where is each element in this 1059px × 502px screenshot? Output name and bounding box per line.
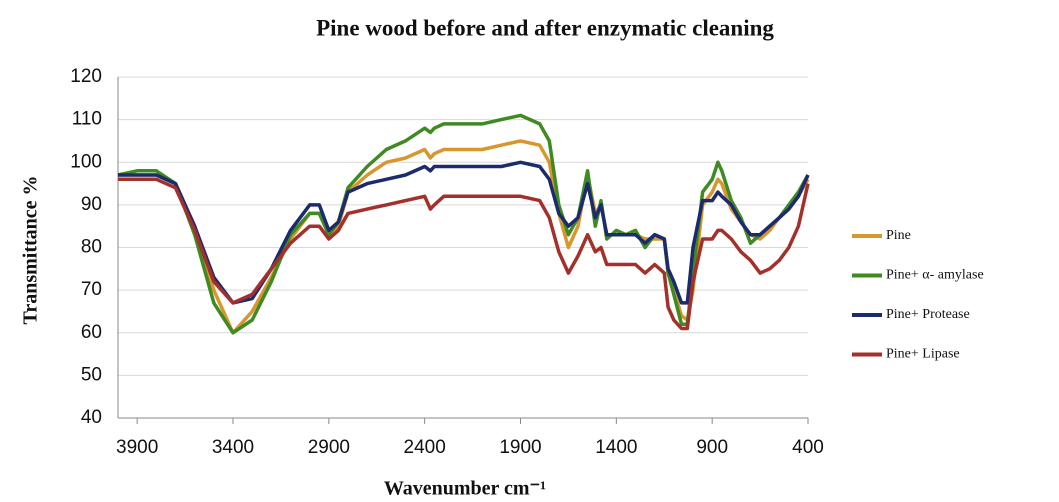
x-tick-label: 3400 [212, 437, 254, 458]
y-tick-label: 90 [81, 194, 102, 215]
legend-label: Pine+ α- amylase [886, 268, 984, 283]
y-tick-label: 60 [81, 322, 102, 343]
y-tick-label: 50 [81, 364, 102, 385]
legend-label: Pine+ Protease [886, 307, 970, 322]
y-tick-label: 110 [72, 109, 102, 130]
y-tick-label: 40 [81, 407, 102, 428]
x-tick-label: 2400 [404, 437, 446, 458]
y-axis-label: Transmittance % [20, 175, 42, 324]
x-tick-label: 900 [696, 437, 728, 458]
x-tick-label: 2900 [308, 437, 350, 458]
legend-label: Pine+ Lipase [886, 347, 960, 362]
series-line [118, 160, 810, 305]
y-tick-label: 100 [70, 151, 102, 172]
legend-label: Pine [886, 228, 911, 243]
series-line [117, 113, 810, 335]
y-tick-label: 80 [81, 237, 102, 258]
series-line [118, 139, 810, 335]
x-tick-label: 400 [792, 437, 824, 458]
y-tick-label: 70 [81, 279, 102, 300]
x-tick-label: 3900 [116, 437, 158, 458]
x-tick-label: 1400 [595, 437, 637, 458]
chart-title: Pine wood before and after enzymatic cle… [316, 15, 774, 40]
x-axis-label: Wavenumber cm⁻¹ [384, 478, 546, 500]
series-line [118, 177, 810, 331]
y-tick-label: 120 [70, 66, 102, 87]
x-tick-label: 1900 [499, 437, 541, 458]
